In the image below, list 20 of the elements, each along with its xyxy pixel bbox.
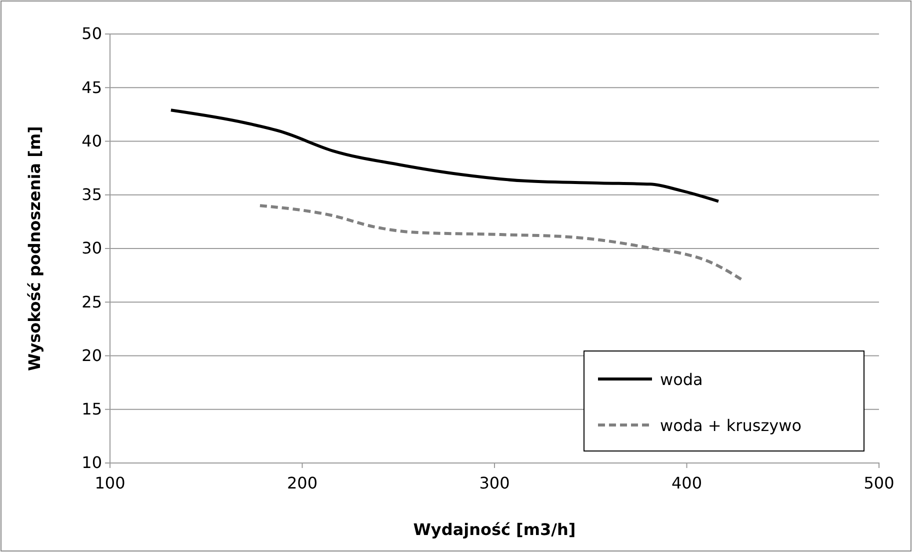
y-tick-label: 50 xyxy=(82,24,102,44)
y-tick-label: 25 xyxy=(82,292,102,312)
y-tick-label: 45 xyxy=(82,78,102,97)
legend-label: woda xyxy=(660,370,703,389)
x-tick-label: 400 xyxy=(671,474,702,493)
x-tick-label: 300 xyxy=(479,474,510,493)
y-tick-label: 15 xyxy=(82,399,102,418)
y-tick-label: 40 xyxy=(82,131,102,150)
y-tick-label: 30 xyxy=(82,238,102,258)
line-series xyxy=(258,204,745,282)
line-series xyxy=(169,108,720,203)
y-tick-label: 10 xyxy=(82,453,102,472)
y-tick-label: 35 xyxy=(82,184,102,204)
y-axis-title: Wysokość podnoszenia [m] xyxy=(25,126,44,371)
y-tick-label: 20 xyxy=(82,346,102,365)
x-tick-label: 100 xyxy=(94,474,126,493)
x-tick-label: 500 xyxy=(864,474,894,493)
x-axis-title: Wydajność [m3/h] xyxy=(413,520,576,539)
legend-label: woda + kruszywo xyxy=(660,416,802,435)
x-tick-label: 200 xyxy=(286,474,318,493)
